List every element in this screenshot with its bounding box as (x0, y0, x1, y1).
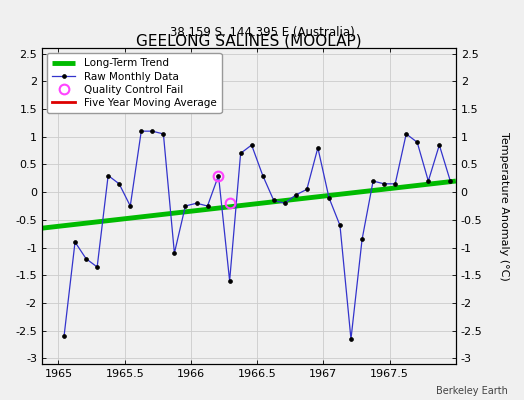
Raw Monthly Data (370, 179, 376, 184)
Title: GEELONG SALINES (MOOLAP): GEELONG SALINES (MOOLAP) (136, 33, 362, 48)
Line: Quality Control Fail: Quality Control Fail (214, 171, 234, 208)
Raw Monthly Data (116, 182, 122, 186)
Text: Berkeley Earth: Berkeley Earth (436, 386, 508, 396)
Raw Monthly Data (105, 173, 111, 178)
Raw Monthly Data (259, 173, 266, 178)
Raw Monthly Data (304, 187, 310, 192)
Raw Monthly Data (436, 143, 442, 148)
Raw Monthly Data (182, 204, 189, 208)
Raw Monthly Data (193, 201, 200, 206)
Raw Monthly Data (447, 179, 453, 184)
Raw Monthly Data (281, 201, 288, 206)
Legend: Long-Term Trend, Raw Monthly Data, Quality Control Fail, Five Year Moving Averag: Long-Term Trend, Raw Monthly Data, Quali… (47, 53, 222, 113)
Raw Monthly Data (83, 256, 89, 261)
Raw Monthly Data (127, 204, 134, 208)
Raw Monthly Data (226, 278, 233, 283)
Raw Monthly Data (94, 264, 100, 269)
Raw Monthly Data (381, 182, 387, 186)
Raw Monthly Data (348, 337, 354, 342)
Raw Monthly Data (270, 198, 277, 203)
Raw Monthly Data (359, 237, 365, 242)
Raw Monthly Data (425, 179, 431, 184)
Raw Monthly Data (204, 204, 211, 208)
Raw Monthly Data (72, 240, 78, 244)
Quality Control Fail (226, 201, 233, 206)
Quality Control Fail (215, 173, 222, 178)
Raw Monthly Data (392, 182, 398, 186)
Raw Monthly Data (215, 173, 222, 178)
Raw Monthly Data (403, 132, 409, 136)
Raw Monthly Data (237, 151, 244, 156)
Raw Monthly Data (160, 132, 167, 136)
Text: 38.159 S, 144.395 E (Australia): 38.159 S, 144.395 E (Australia) (170, 26, 354, 39)
Raw Monthly Data (61, 334, 67, 339)
Raw Monthly Data (138, 129, 145, 134)
Raw Monthly Data (293, 192, 299, 197)
Raw Monthly Data (337, 223, 343, 228)
Raw Monthly Data (248, 143, 255, 148)
Raw Monthly Data (315, 145, 321, 150)
Raw Monthly Data (171, 251, 178, 256)
Line: Raw Monthly Data: Raw Monthly Data (62, 129, 452, 341)
Y-axis label: Temperature Anomaly (°C): Temperature Anomaly (°C) (499, 132, 509, 280)
Raw Monthly Data (414, 140, 420, 145)
Raw Monthly Data (149, 129, 156, 134)
Raw Monthly Data (326, 195, 332, 200)
